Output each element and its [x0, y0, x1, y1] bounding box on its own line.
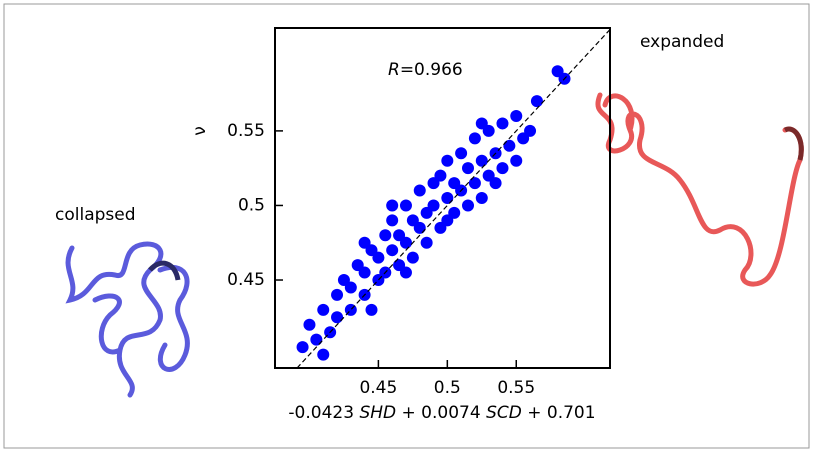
point [434, 169, 447, 182]
y-tick-label: 0.55 [227, 121, 265, 141]
point [427, 199, 440, 212]
identity-line [296, 29, 611, 369]
point [372, 251, 385, 264]
point [441, 154, 454, 167]
point [468, 132, 481, 145]
point [468, 177, 481, 190]
x-label-part: + 0.0074 [396, 403, 486, 423]
plot-frame [274, 27, 611, 369]
point [475, 117, 488, 130]
point [399, 199, 412, 212]
expanded-chain-shadow [783, 126, 804, 161]
point [358, 236, 371, 249]
point [310, 333, 323, 346]
point [475, 154, 488, 167]
point [413, 221, 426, 234]
x-tick-label: 0.5 [434, 378, 461, 398]
x-label-part: SCD [486, 403, 522, 423]
point [344, 281, 357, 294]
point [413, 184, 426, 197]
point [379, 229, 392, 242]
x-label-part: + 0.701 [522, 403, 596, 423]
point [365, 303, 378, 316]
x-tick-label: 0.45 [359, 378, 397, 398]
point [530, 95, 543, 108]
collapsed-chain-shadow [148, 260, 181, 281]
collapsed-chain [65, 241, 190, 398]
point [296, 341, 309, 354]
point [496, 117, 509, 130]
annotation: R=0.966 [388, 60, 463, 80]
point [489, 177, 502, 190]
point [399, 266, 412, 279]
point [496, 162, 509, 175]
right-label: expanded [640, 32, 724, 52]
frame [3, 3, 810, 449]
point [524, 124, 537, 137]
x-label-part: -0.0423 [288, 403, 359, 423]
point [386, 214, 399, 227]
point [420, 236, 433, 249]
expanded-chain [595, 92, 804, 287]
point [441, 192, 454, 204]
point [303, 318, 316, 331]
point [317, 303, 330, 316]
y-tick-label: 0.5 [238, 195, 265, 215]
x-label-part: SHD [359, 403, 396, 423]
point [406, 251, 419, 264]
x-tick-label: 0.55 [497, 378, 535, 398]
point [441, 214, 454, 227]
x-axis-label: -0.0423 SHD + 0.0074 SCD + 0.701 [288, 403, 595, 423]
y-axis-label: ν [190, 126, 210, 136]
point [331, 288, 344, 301]
point [462, 199, 475, 212]
point [455, 147, 468, 160]
y-tick-label: 0.45 [227, 270, 265, 290]
left-label: collapsed [55, 205, 136, 225]
point [317, 348, 330, 361]
point [462, 162, 475, 175]
point [503, 139, 516, 152]
point [510, 154, 523, 167]
annotation-part: =0.966 [400, 60, 463, 80]
point [510, 109, 523, 122]
point [475, 192, 488, 204]
point [358, 266, 371, 279]
point [386, 199, 399, 212]
point [386, 244, 399, 257]
point [399, 236, 412, 249]
point [331, 311, 344, 324]
annotation-part: R [388, 60, 400, 80]
